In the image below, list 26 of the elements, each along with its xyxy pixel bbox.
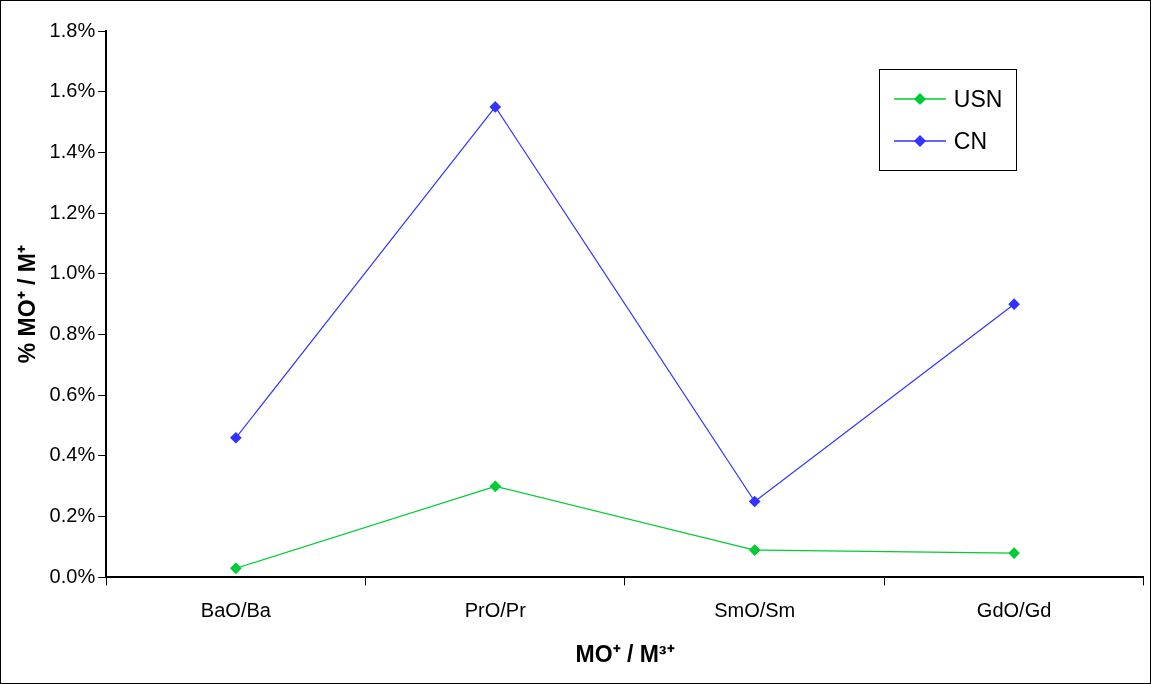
legend-label: CN (953, 127, 988, 155)
y-tick-label: 1.4% (49, 139, 96, 162)
point (230, 562, 242, 574)
y-tick-label: 0.8% (49, 322, 96, 345)
y-tick-label: 0.2% (49, 504, 96, 527)
x-tick-label: BaO/Ba (200, 598, 272, 621)
legend-label: USN (953, 85, 1003, 113)
x-tick-label: SmO/Sm (714, 598, 796, 621)
y-tick-label: 1.6% (49, 79, 96, 102)
x-axis-title: MO⁺ / M³⁺ (575, 640, 675, 667)
y-tick-label: 0.6% (49, 382, 96, 405)
point (489, 101, 501, 113)
x-tick-label: PrO/Pr (464, 598, 527, 621)
y-tick-label: 1.2% (49, 200, 96, 223)
y-tick-label: 1.0% (49, 261, 96, 284)
y-axis-title: % MO⁺ / M⁺ (14, 245, 41, 364)
point (489, 480, 501, 492)
y-tick-label: 0.4% (49, 443, 96, 466)
x-tick-label: GdO/Gd (976, 598, 1052, 621)
y-tick-label: 0.0% (49, 564, 96, 587)
point (1008, 298, 1020, 310)
point (1008, 547, 1020, 559)
point (749, 495, 761, 508)
point (230, 432, 242, 444)
y-tick-label: 1.8% (49, 18, 96, 41)
point (749, 544, 761, 556)
